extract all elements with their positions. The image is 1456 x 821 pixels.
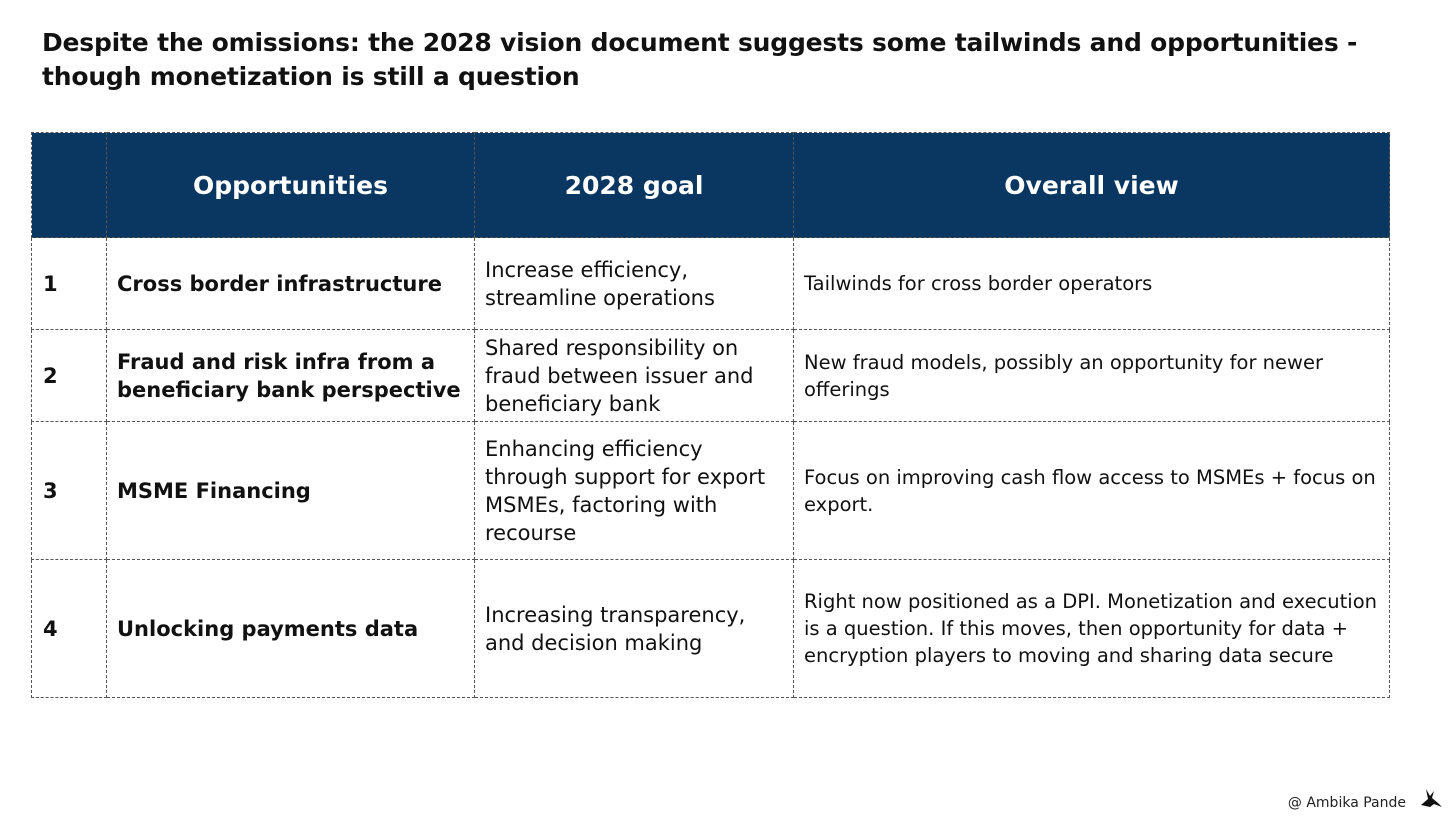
row-goal: Increase efficiency, streamline operatio… xyxy=(474,237,794,330)
row-view: Right now positioned as a DPI. Monetizat… xyxy=(793,559,1390,698)
opportunities-table: Opportunities 2028 goal Overall view 1 C… xyxy=(31,132,1390,698)
header-opportunities: Opportunities xyxy=(106,132,475,238)
row-opportunity: MSME Financing xyxy=(106,421,475,560)
row-opportunity: Unlocking payments data xyxy=(106,559,475,698)
row-number: 4 xyxy=(31,559,107,698)
author-credit: @ Ambika Pande xyxy=(1287,795,1406,811)
row-goal: Increasing transparency, and decision ma… xyxy=(474,559,794,698)
table-row: 2 Fraud and risk infra from a beneficiar… xyxy=(31,329,1390,422)
slide-title: Despite the omissions: the 2028 vision d… xyxy=(42,26,1382,94)
table-header-row: Opportunities 2028 goal Overall view xyxy=(31,132,1390,238)
row-number: 1 xyxy=(31,237,107,330)
row-number: 3 xyxy=(31,421,107,560)
row-opportunity: Cross border infrastructure xyxy=(106,237,475,330)
row-view: New fraud models, possibly an opportunit… xyxy=(793,329,1390,422)
table-row: 1 Cross border infrastructure Increase e… xyxy=(31,237,1390,330)
row-number: 2 xyxy=(31,329,107,422)
header-number xyxy=(31,132,107,238)
slide-title-line-1: Despite the omissions: the 2028 vision d… xyxy=(42,28,1358,57)
row-view: Tailwinds for cross border operators xyxy=(793,237,1390,330)
header-2028-goal: 2028 goal xyxy=(474,132,794,238)
slide-title-line-2: though monetization is still a question xyxy=(42,62,580,91)
table-row: 4 Unlocking payments data Increasing tra… xyxy=(31,559,1390,698)
row-goal: Enhancing efficiency through support for… xyxy=(474,421,794,560)
row-goal: Shared responsibility on fraud between i… xyxy=(474,329,794,422)
bird-icon xyxy=(1421,789,1442,807)
row-opportunity: Fraud and risk infra from a beneficiary … xyxy=(106,329,475,422)
row-view: Focus on improving cash flow access to M… xyxy=(793,421,1390,560)
header-overall-view: Overall view xyxy=(793,132,1390,238)
table-row: 3 MSME Financing Enhancing efficiency th… xyxy=(31,421,1390,560)
